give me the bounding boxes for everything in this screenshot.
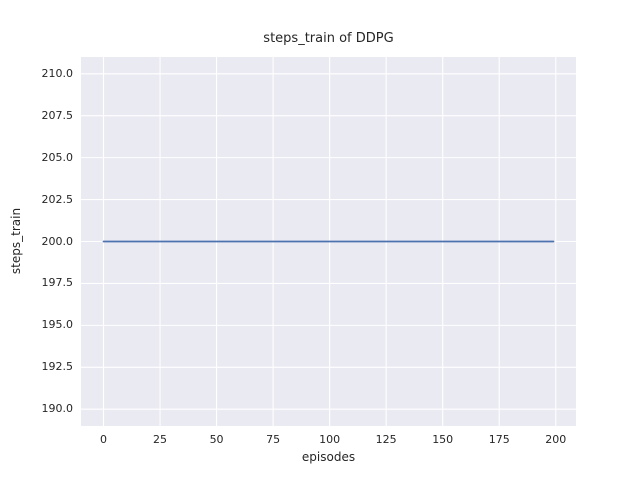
y-tick-label: 207.5 xyxy=(41,108,74,122)
x-tick-label: 0 xyxy=(100,433,107,446)
x-tick-label: 25 xyxy=(153,433,168,446)
y-tick-label: 192.5 xyxy=(41,360,74,374)
x-tick-label: 50 xyxy=(209,433,224,446)
y-tick-label: 210.0 xyxy=(41,66,74,80)
plot-canvas xyxy=(81,57,576,426)
x-tick-label: 100 xyxy=(319,433,341,446)
y-tick-label: 200.0 xyxy=(41,234,74,248)
x-tick-label: 200 xyxy=(545,433,567,446)
y-tick-label: 202.5 xyxy=(41,192,74,206)
x-axis-label: episodes xyxy=(301,450,356,464)
y-tick-label: 190.0 xyxy=(41,402,74,416)
plot-area xyxy=(81,57,576,426)
x-tick-label: 175 xyxy=(488,433,510,446)
x-tick-label: 75 xyxy=(266,433,281,446)
chart-title: steps_train of DDPG xyxy=(263,31,394,46)
x-tick-label: 150 xyxy=(432,433,454,446)
y-tick-label: 195.0 xyxy=(41,318,74,332)
y-tick-label: 197.5 xyxy=(41,276,74,290)
y-tick-label: 205.0 xyxy=(41,150,74,164)
x-tick-label: 125 xyxy=(375,433,397,446)
